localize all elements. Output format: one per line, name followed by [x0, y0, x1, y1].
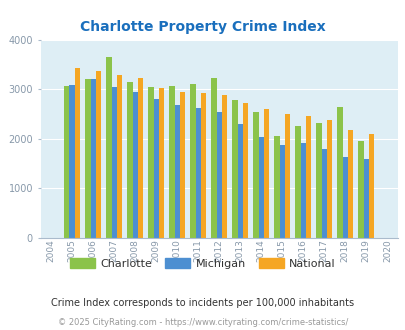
Bar — [242, 103, 247, 238]
Bar — [263, 110, 269, 238]
Bar — [305, 116, 310, 238]
Bar — [321, 149, 326, 238]
Bar — [274, 136, 279, 238]
Text: © 2025 CityRating.com - https://www.cityrating.com/crime-statistics/: © 2025 CityRating.com - https://www.city… — [58, 318, 347, 327]
Bar — [111, 86, 117, 238]
Bar — [211, 78, 216, 238]
Bar — [169, 86, 174, 238]
Bar — [96, 71, 101, 238]
Bar — [190, 84, 195, 238]
Bar — [253, 112, 258, 238]
Bar — [342, 157, 347, 238]
Bar — [337, 107, 342, 238]
Bar — [315, 123, 321, 238]
Bar — [179, 92, 185, 238]
Bar — [258, 137, 263, 238]
Bar — [137, 78, 143, 238]
Bar — [132, 92, 137, 238]
Bar — [284, 115, 290, 238]
Bar — [300, 143, 305, 238]
Bar — [69, 85, 75, 238]
Bar — [85, 79, 90, 238]
Bar — [117, 75, 122, 238]
Bar — [368, 134, 373, 238]
Bar — [358, 141, 363, 238]
Bar — [106, 57, 111, 238]
Legend: Charlotte, Michigan, National: Charlotte, Michigan, National — [66, 253, 339, 273]
Bar — [237, 124, 242, 238]
Bar — [221, 95, 226, 238]
Bar — [195, 108, 200, 238]
Bar — [153, 98, 158, 238]
Bar — [232, 100, 237, 238]
Bar — [158, 88, 164, 238]
Text: Charlotte Property Crime Index: Charlotte Property Crime Index — [80, 20, 325, 34]
Bar — [75, 68, 80, 238]
Bar — [216, 112, 221, 238]
Bar — [90, 79, 96, 238]
Bar — [326, 120, 331, 238]
Bar — [64, 86, 69, 238]
Bar — [295, 126, 300, 238]
Bar — [127, 82, 132, 238]
Text: Crime Index corresponds to incidents per 100,000 inhabitants: Crime Index corresponds to incidents per… — [51, 298, 354, 308]
Bar — [174, 105, 179, 238]
Bar — [279, 145, 284, 238]
Bar — [347, 130, 352, 238]
Bar — [148, 86, 153, 238]
Bar — [363, 159, 368, 238]
Bar — [200, 92, 206, 238]
